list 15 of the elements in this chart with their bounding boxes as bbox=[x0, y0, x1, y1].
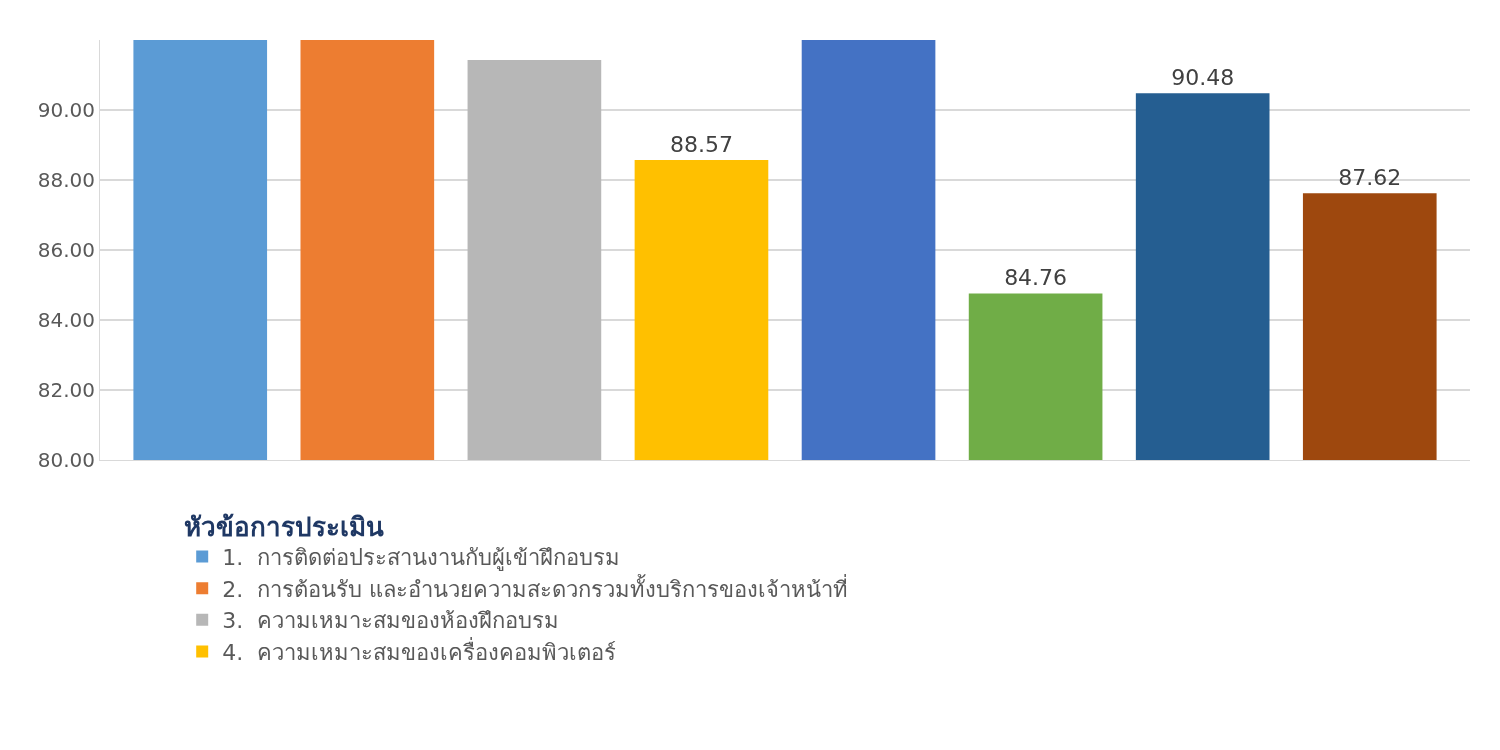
y-tick-label: 86.00 bbox=[37, 238, 95, 262]
data-label: 88.57 bbox=[669, 132, 733, 158]
data-label: 90.48 bbox=[1171, 65, 1235, 91]
legend-label: 3. ความเหมาะสมของห้องฝึกอบรม bbox=[222, 608, 560, 634]
y-tick-label: 80.00 bbox=[37, 448, 95, 472]
y-tick-label: 88.00 bbox=[37, 168, 95, 192]
legend-label: 1. การติดต่อประสานงานกับผู้เข้าฝึกอบรม bbox=[222, 545, 621, 572]
legend-title: หัวข้อการประเมิน bbox=[184, 511, 385, 542]
legend-label: 2. การต้อนรับ และอำนวยความสะดวกรวมทั้งบริการของเจ้าหน้าที่ bbox=[222, 573, 849, 602]
legend-label: 4. ความเหมาะสมของเครื่องคอมพิวเตอร์ bbox=[222, 636, 617, 665]
y-tick-label: 84.00 bbox=[37, 308, 95, 332]
y-tick-label: 90.00 bbox=[37, 98, 95, 122]
data-label: 84.76 bbox=[1004, 265, 1068, 291]
data-label: 87.62 bbox=[1338, 165, 1402, 191]
y-tick-label: 82.00 bbox=[37, 378, 95, 402]
